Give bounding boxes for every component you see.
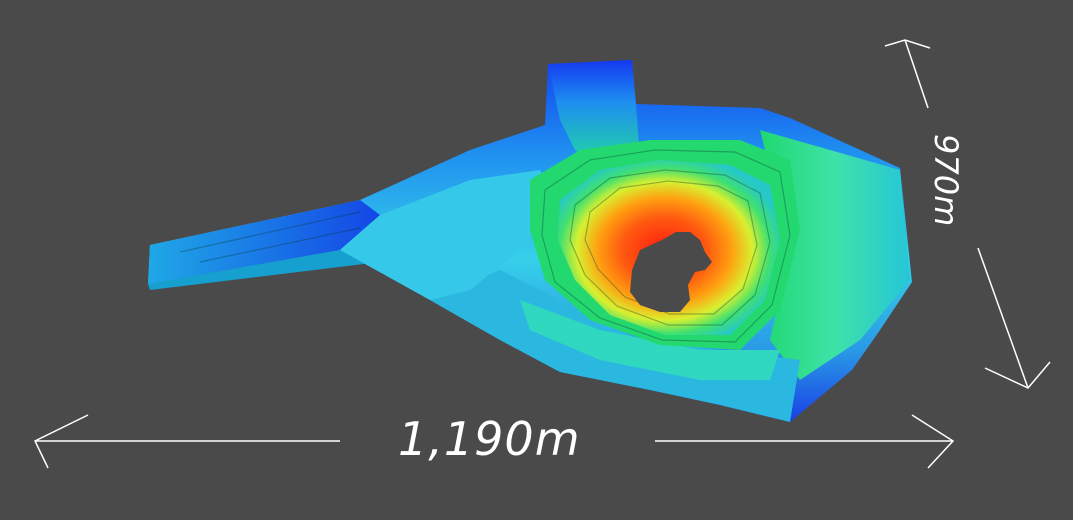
bench-contours — [179, 149, 791, 343]
width-dimension-label: 1,190m — [398, 412, 581, 466]
depth-dimension-label: 970m — [927, 134, 965, 227]
access-ramp — [148, 200, 380, 284]
pit-void — [630, 232, 712, 312]
ramp-edge — [148, 250, 380, 290]
depth-dimension-arrow — [884, 39, 1051, 389]
east-bench — [760, 130, 910, 380]
north-tower — [548, 60, 640, 165]
west-shelf — [340, 170, 560, 300]
width-dimension-arrow — [34, 414, 955, 469]
